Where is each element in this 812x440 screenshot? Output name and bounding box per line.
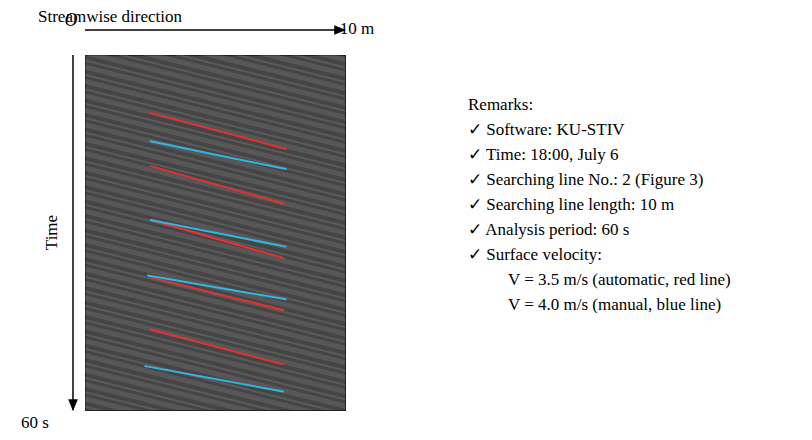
html-text:Remarks:: Remarks: [468,95,534,114]
html-text:✓ Searching line length: 10 m: ✓ Searching line length: 10 m [468,195,675,214]
html-text:✓ Analysis period: 60 s: ✓ Analysis period: 60 s [468,220,630,239]
html-text:V = 4.0 m/s (manual, blue line: V = 4.0 m/s (manual, blue line) [508,295,722,314]
html-text:✓ Software: KU-STIV: ✓ Software: KU-STIV [468,120,625,139]
svg-text:10 m: 10 m [340,19,374,38]
html-text:✓ Surface velocity:: ✓ Surface velocity: [468,245,602,264]
svg-text:O: O [65,10,78,30]
html-text:✓ Time: 18:00, July 6: ✓ Time: 18:00, July 6 [468,145,619,164]
html-text:V = 3.5 m/s (automatic, red li: V = 3.5 m/s (automatic, red line) [508,270,731,289]
svg-text:60 s: 60 s [21,413,49,432]
html-text:✓ Searching line No.: 2 (Figur: ✓ Searching line No.: 2 (Figure 3) [468,170,704,189]
svg-text:Streamwise direction: Streamwise direction [38,7,182,26]
svg-text:Time: Time [42,215,61,250]
